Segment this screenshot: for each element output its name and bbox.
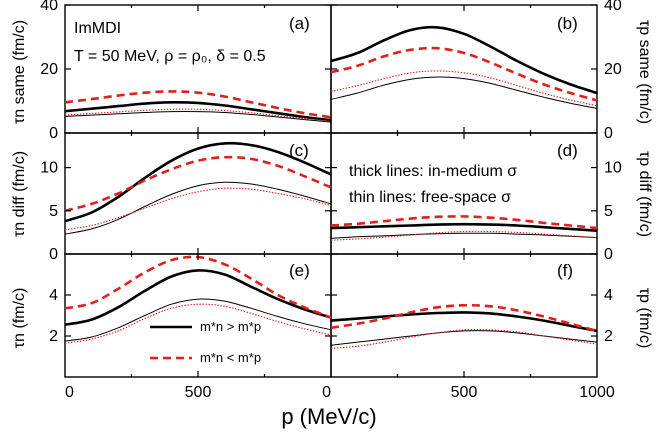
legend-label-dashed: m*n < m*p <box>200 350 261 365</box>
ytick-label-right: 5 <box>604 203 613 220</box>
curve-f-thin-dotted <box>330 328 598 349</box>
ytick-label-left: 5 <box>49 203 58 220</box>
ylabel-right-row3: τp (fm/c) <box>636 288 653 349</box>
note-thick-lines: thick lines: in-medium σ <box>349 163 517 180</box>
panel-label-a: (a) <box>289 14 310 33</box>
panel-label-f: (f) <box>557 261 573 280</box>
curve-e-thick-solid <box>64 269 332 326</box>
ytick-label-right: 10 <box>604 160 622 177</box>
ytick-label-left: 20 <box>40 61 58 78</box>
xtick-label: 500 <box>185 384 212 401</box>
note-thin-lines: thin lines: free-space σ <box>349 189 511 206</box>
legend-label-solid: m*n > m*p <box>200 319 261 334</box>
model-label: ImMDI <box>74 20 121 37</box>
panel-label-e: (e) <box>289 261 310 280</box>
curve-b-thin-solid <box>330 76 598 109</box>
ytick-label-left: 40 <box>40 0 58 14</box>
ytick-label-left: 10 <box>40 160 58 177</box>
curve-b-thin-dotted <box>330 70 598 107</box>
xtick-label: 0 <box>65 384 74 401</box>
xtick-label: 500 <box>451 384 478 401</box>
curve-a-thick-dashed <box>64 90 332 119</box>
curve-e-thin-dotted <box>64 303 332 344</box>
curve-c-thick-solid <box>64 141 332 223</box>
ylabel-left-row3: τn (fm/c) <box>11 288 28 349</box>
curve-b-thick-solid <box>330 25 598 95</box>
curve-f-thick-dashed <box>330 303 598 333</box>
curve-c-thin-dotted <box>64 187 332 231</box>
curve-e-thin-solid <box>64 298 332 342</box>
xtick-label: 1000 <box>579 384 615 401</box>
ylabel-right-row1: τp same (fm/c) <box>636 20 653 124</box>
panel-label-d: (d) <box>557 141 578 160</box>
xtick-label: 0 <box>322 384 331 401</box>
ytick-label-right: 0 <box>604 125 613 142</box>
ytick-label-right: 0 <box>604 246 613 263</box>
curve-d-thick-solid <box>330 222 598 232</box>
curve-f-thick-solid <box>330 311 598 333</box>
curve-a-thick-solid <box>64 100 332 122</box>
ytick-label-right: 20 <box>604 61 622 78</box>
curve-d-thin-dotted <box>330 230 598 241</box>
curve-a-thin-solid <box>64 110 332 123</box>
params-label: T = 50 MeV, ρ = ρ₀, δ = 0.5 <box>74 48 266 65</box>
ytick-label-right: 4 <box>604 287 613 304</box>
ytick-label-right: 40 <box>604 0 622 14</box>
curve-a-thin-dotted <box>64 108 332 122</box>
ytick-label-right: 2 <box>604 328 613 345</box>
ylabel-right-row2: τp diff (fm/c) <box>636 151 653 237</box>
ytick-label-left: 0 <box>49 125 58 142</box>
ylabel-left-row1: τn same (fm/c) <box>11 20 28 124</box>
panel-label-c: (c) <box>289 141 309 160</box>
ytick-label-left: 0 <box>49 246 58 263</box>
ytick-label-left: 4 <box>49 287 58 304</box>
curve-b-thick-dashed <box>330 46 598 102</box>
curve-c-thick-dashed <box>64 155 332 213</box>
curve-c-thin-solid <box>64 181 332 235</box>
x-axis-label: p (MeV/c) <box>281 404 376 429</box>
ylabel-left-row2: τn diff (fm/c) <box>11 151 28 237</box>
curve-d-thin-solid <box>330 232 598 239</box>
ytick-label-left: 2 <box>49 328 58 345</box>
curve-d-thick-dashed <box>330 215 598 230</box>
panel-label-b: (b) <box>557 14 578 33</box>
